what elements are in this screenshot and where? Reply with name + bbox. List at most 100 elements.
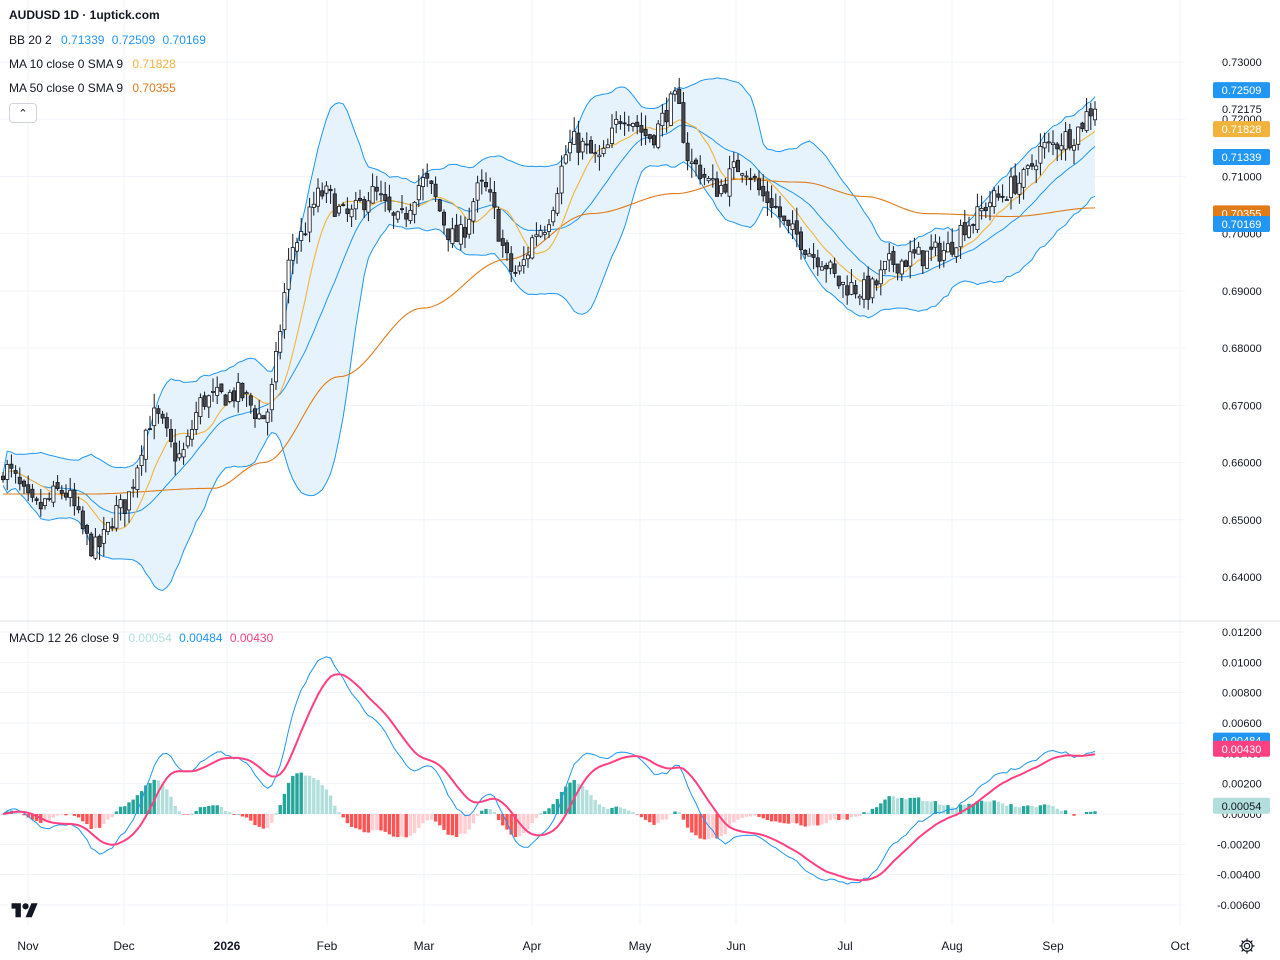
candle bbox=[551, 206, 556, 227]
macd-legend-label: MACD 12 26 close 9 bbox=[9, 631, 120, 645]
macd-tick-label: 0.00200 bbox=[1222, 779, 1262, 791]
candle bbox=[76, 496, 81, 514]
candle bbox=[664, 97, 669, 133]
candle bbox=[576, 120, 581, 166]
ma10-value: 0.71828 bbox=[132, 57, 176, 71]
macd-histogram-bar bbox=[677, 812, 681, 814]
candle bbox=[114, 495, 119, 532]
macd-histogram-bar bbox=[614, 806, 618, 814]
macd-histogram-bar bbox=[727, 814, 732, 829]
macd-histogram-bar bbox=[933, 801, 938, 814]
macd-histogram-bar bbox=[891, 796, 896, 814]
candle-body bbox=[807, 253, 812, 257]
collapse-legend-button[interactable]: ⌃ bbox=[9, 103, 37, 123]
ma50-legend[interactable]: MA 50 close 0 SMA 9 0.70355 bbox=[9, 81, 180, 95]
macd-axis: 0.012000.010000.008000.006000.004000.002… bbox=[1217, 627, 1262, 912]
macd-histogram-bar bbox=[152, 779, 156, 814]
candle-body bbox=[294, 242, 299, 252]
macd-histogram-bar bbox=[18, 813, 22, 814]
candle-body bbox=[1055, 143, 1060, 150]
macd-histogram-bar bbox=[509, 814, 513, 835]
candle bbox=[471, 198, 476, 234]
time-tick-label: Oct bbox=[1171, 939, 1190, 953]
macd-histogram-bar bbox=[1076, 814, 1080, 815]
candle bbox=[252, 404, 257, 428]
candle-body bbox=[101, 529, 106, 544]
macd-histogram-bar bbox=[660, 814, 665, 820]
macd-histogram-bar bbox=[412, 814, 417, 833]
candle bbox=[626, 115, 631, 132]
gear-icon[interactable] bbox=[1238, 937, 1256, 955]
candle-body bbox=[420, 177, 425, 187]
macd-histogram-bar bbox=[194, 810, 198, 814]
macd-histogram-bar bbox=[639, 814, 644, 818]
candle bbox=[668, 91, 673, 126]
macd-histogram-bar bbox=[320, 785, 324, 814]
candle bbox=[164, 412, 169, 437]
candle bbox=[702, 167, 707, 186]
candle-body bbox=[513, 271, 518, 274]
macd-histogram-bar bbox=[753, 814, 757, 816]
macd-histogram-bar bbox=[408, 814, 413, 836]
candle bbox=[357, 189, 362, 202]
macd-histogram-bar bbox=[480, 810, 484, 814]
macd-histogram-bar bbox=[274, 813, 278, 815]
candle bbox=[244, 390, 249, 407]
macd-histogram-bar bbox=[967, 803, 971, 814]
macd-histogram-bar bbox=[135, 795, 140, 814]
candle-body bbox=[920, 250, 925, 267]
candle bbox=[446, 228, 451, 252]
tradingview-logo-icon[interactable] bbox=[10, 900, 38, 922]
macd-histogram-bar bbox=[207, 805, 211, 814]
macd-histogram-bar bbox=[929, 801, 933, 814]
macd-histogram-bar bbox=[349, 814, 354, 827]
macd-histogram-bar bbox=[60, 814, 64, 816]
candle bbox=[404, 206, 409, 228]
price-tag-bg bbox=[1213, 82, 1270, 99]
macd-histogram-bar bbox=[341, 814, 345, 818]
macd-histogram-bar bbox=[131, 799, 135, 814]
macd-histogram-bar bbox=[30, 814, 35, 820]
candle-body bbox=[189, 429, 194, 440]
candle-body bbox=[1063, 131, 1068, 150]
candle bbox=[336, 203, 341, 217]
macd-histogram-bar bbox=[295, 773, 299, 814]
candle bbox=[320, 182, 325, 200]
candle bbox=[349, 204, 354, 228]
ma10-legend[interactable]: MA 10 close 0 SMA 9 0.71828 bbox=[9, 57, 180, 71]
macd-histogram-bar bbox=[370, 814, 375, 831]
candle bbox=[521, 246, 526, 274]
candle bbox=[685, 132, 690, 171]
macd-histogram-bar bbox=[820, 814, 824, 825]
candle bbox=[597, 145, 602, 171]
bb-upper-line bbox=[2, 77, 1096, 475]
candle-body bbox=[429, 180, 434, 185]
macd-histogram-bar bbox=[858, 814, 862, 817]
candle-body bbox=[748, 177, 753, 180]
bb-legend[interactable]: BB 20 2 0.71339 0.72509 0.70169 bbox=[9, 33, 210, 47]
macd-histogram-bar bbox=[110, 814, 114, 818]
candle bbox=[614, 111, 619, 134]
candle-body bbox=[572, 131, 577, 145]
candle-body bbox=[328, 188, 333, 192]
candle bbox=[311, 191, 316, 216]
macd-histogram-bar bbox=[744, 814, 749, 817]
candle-body bbox=[97, 535, 102, 548]
candle bbox=[958, 219, 963, 259]
candle bbox=[248, 392, 253, 414]
candle-body bbox=[597, 154, 602, 158]
macd-histogram-bar bbox=[971, 803, 975, 814]
candle-body bbox=[694, 159, 699, 165]
macd-legend[interactable]: MACD 12 26 close 9 0.00054 0.00484 0.004… bbox=[9, 631, 277, 645]
candle-body bbox=[614, 118, 619, 125]
candle-body bbox=[311, 203, 316, 208]
candle-body bbox=[815, 257, 820, 268]
candle-body bbox=[51, 485, 56, 503]
candle bbox=[139, 445, 144, 476]
candle bbox=[778, 195, 783, 228]
bb-legend-label: BB 20 2 bbox=[9, 33, 52, 47]
candle-body bbox=[937, 242, 942, 262]
candle-body bbox=[30, 488, 35, 498]
candle-body bbox=[941, 250, 946, 261]
